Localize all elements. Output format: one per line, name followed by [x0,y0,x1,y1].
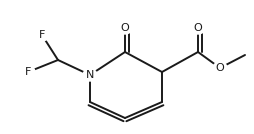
Ellipse shape [213,62,227,74]
Ellipse shape [21,66,35,78]
Text: F: F [25,67,31,77]
Text: O: O [216,63,224,73]
Text: O: O [194,23,202,33]
Ellipse shape [191,22,205,34]
Text: O: O [121,23,129,33]
Text: N: N [86,70,94,80]
Ellipse shape [118,22,132,34]
Ellipse shape [83,69,97,81]
Text: F: F [39,30,45,40]
Ellipse shape [35,29,49,41]
